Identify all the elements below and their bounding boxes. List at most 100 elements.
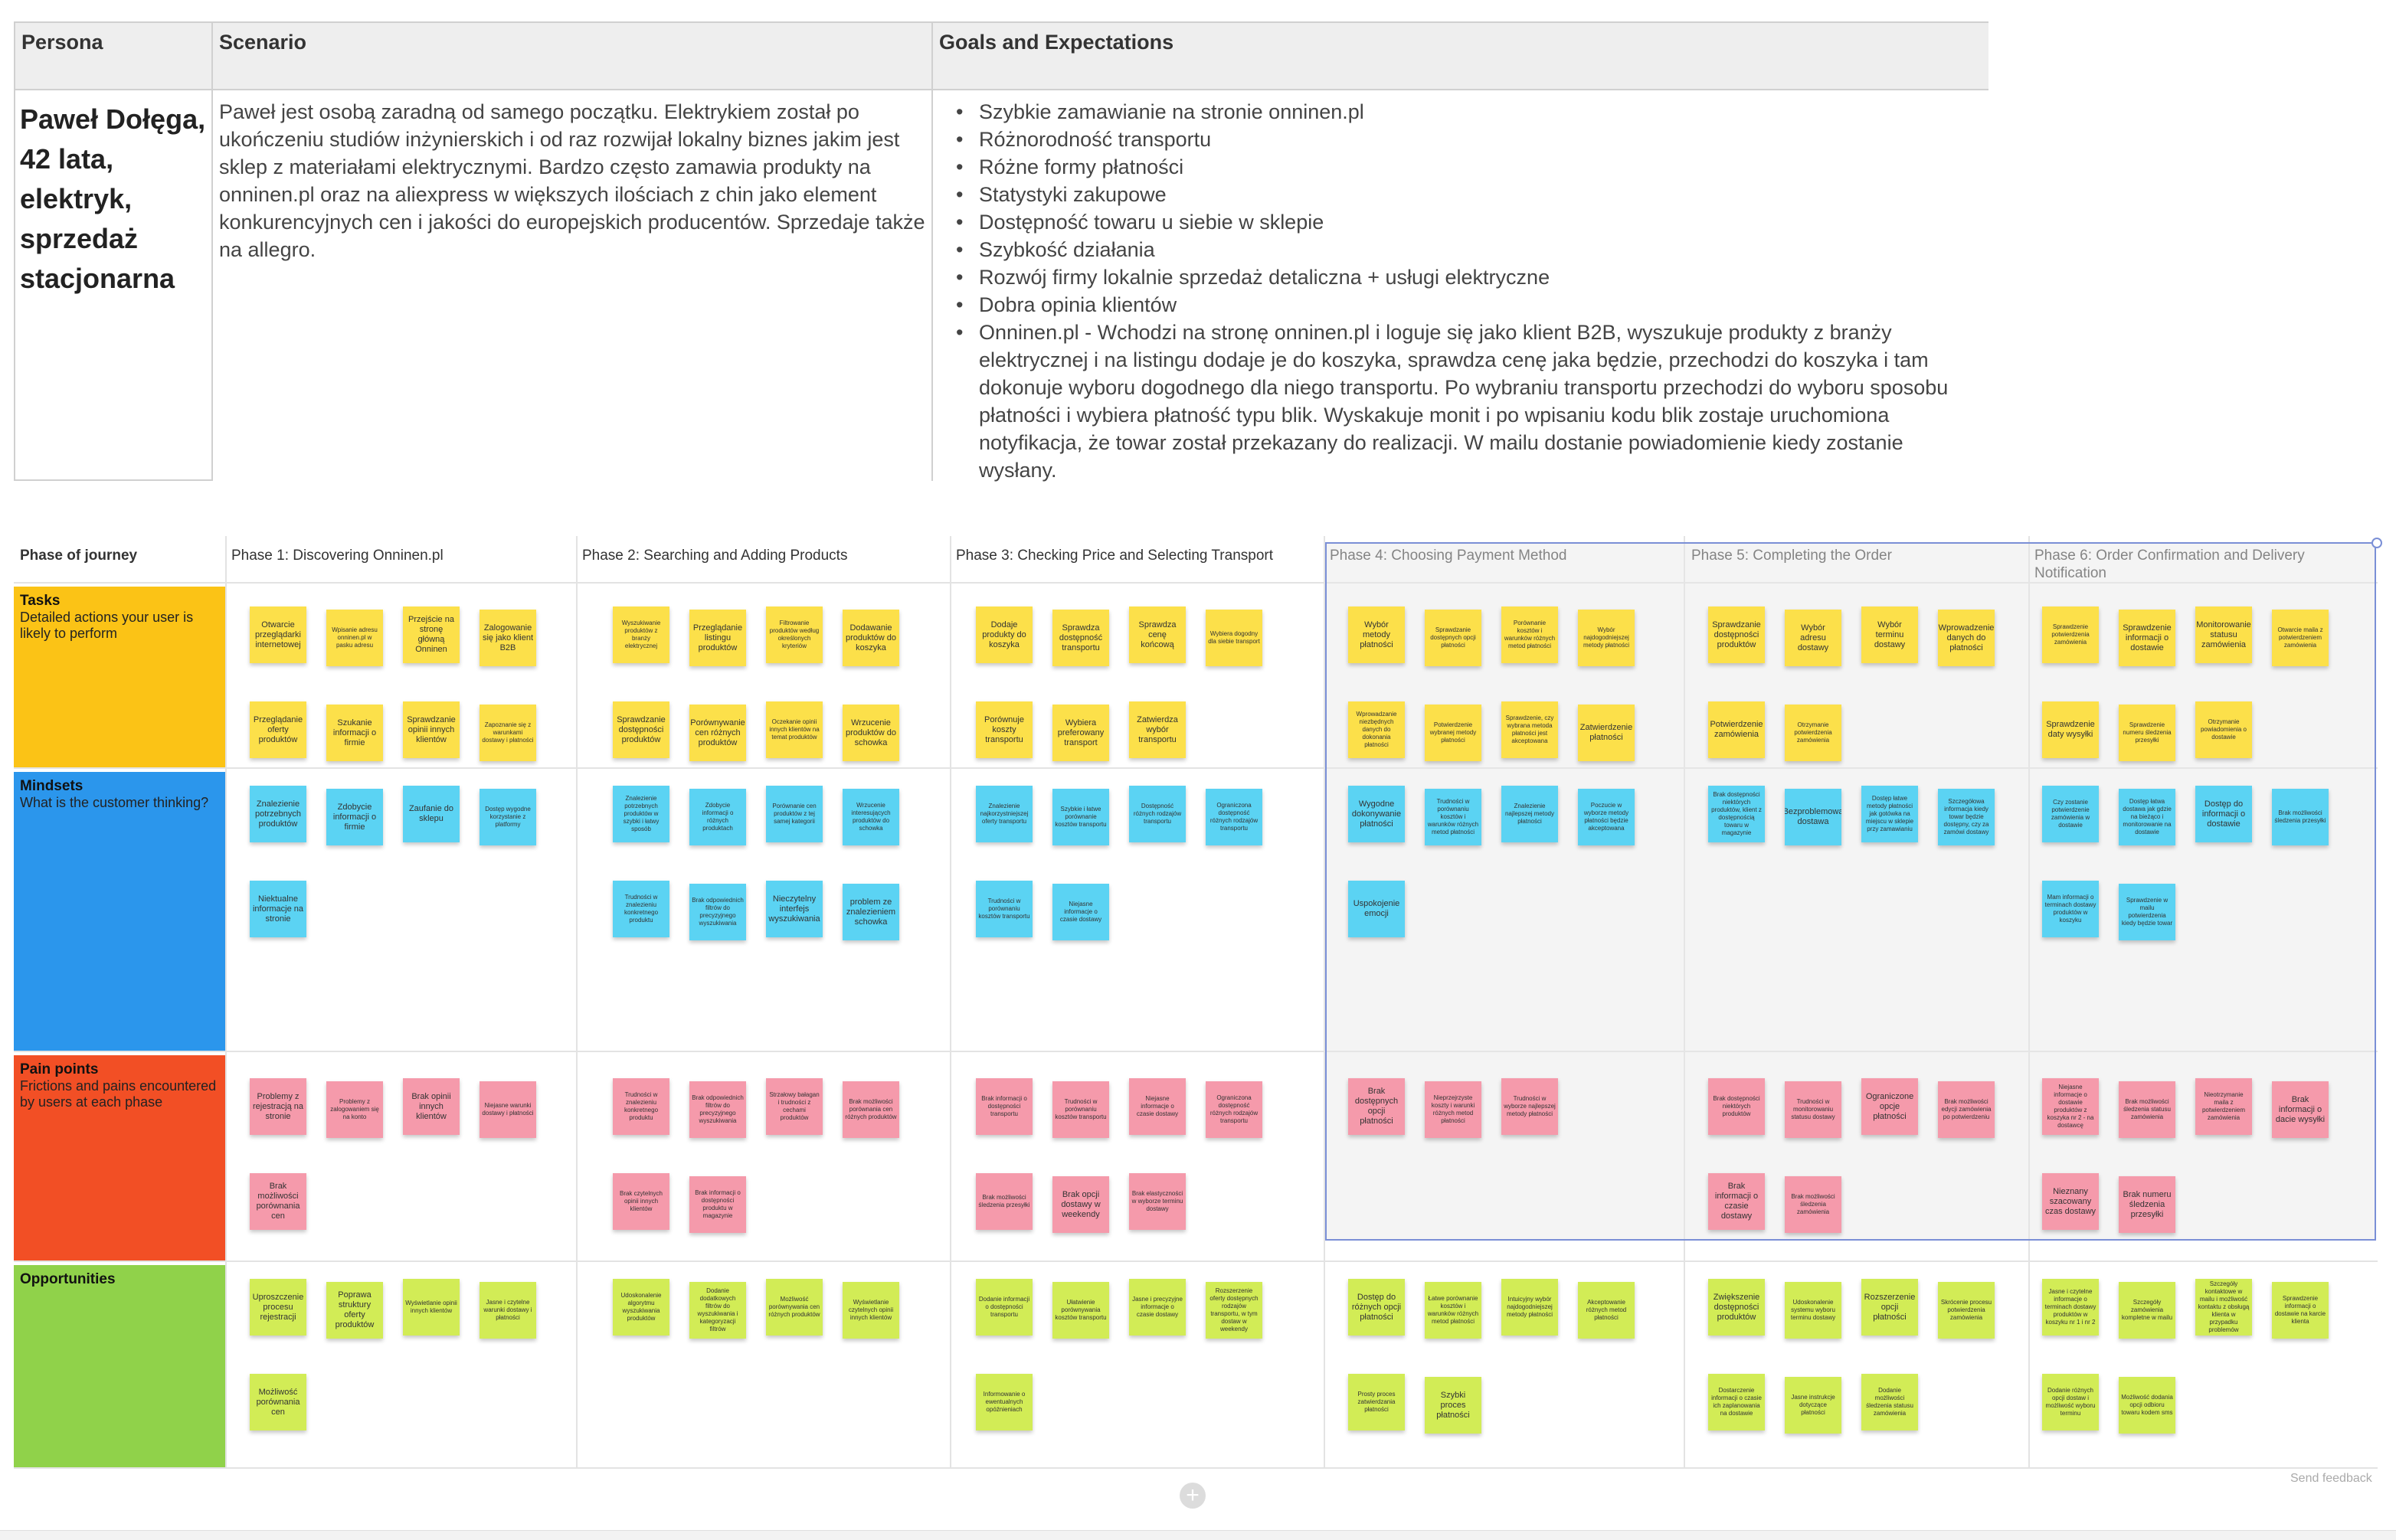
sticky-note[interactable]: Dodawanie produktów do koszyka [843, 610, 899, 666]
sticky-note[interactable]: Wybiera dogodny dla siebie transport [1206, 610, 1262, 666]
sticky-note[interactable]: Brak dostępnych opcji płatności [1348, 1078, 1405, 1135]
sticky-note[interactable]: Niejasne informacje o dostawie produktów… [2042, 1078, 2099, 1135]
goals-cell[interactable]: Szybkie zamawianie na stronie onninen.pl… [933, 90, 1988, 482]
sticky-note[interactable]: Zalogowanie się jako klient B2B [480, 610, 536, 666]
sticky-note[interactable]: Jasne i czytelne informacje o terminach … [2042, 1279, 2099, 1336]
sticky-note[interactable]: Porównuje koszty transportu [976, 701, 1033, 758]
sticky-note[interactable]: Jasne instrukcje dotyczące płatności [1785, 1377, 1841, 1434]
sticky-note[interactable]: Poczucie w wyborze metody płatności będz… [1578, 789, 1635, 845]
sticky-note[interactable]: Zatwierdza wybór transportu [1129, 701, 1186, 758]
sticky-note[interactable]: Filtrowanie produktów według określonych… [766, 607, 823, 663]
phase-title-6[interactable]: Phase 6: Order Confirmation and Delivery… [2034, 548, 2305, 581]
sticky-note[interactable]: Zatwierdzenie płatności [1578, 705, 1635, 761]
sticky-note[interactable]: Zaufanie do sklepu [403, 786, 460, 842]
sticky-note[interactable]: Brak elastyczności w wyborze terminu dos… [1129, 1173, 1186, 1230]
sticky-note[interactable]: Trudności w porównaniu kosztów transport… [976, 881, 1033, 937]
sticky-note[interactable]: Problemy z rejestracją na stronie [250, 1078, 306, 1135]
sticky-note[interactable]: Brak możliwości porównania cen [250, 1173, 306, 1230]
sticky-note[interactable]: Zdobycie informacji o różnych produktach [689, 789, 746, 845]
sticky-note[interactable]: Wprowadzenie danych do płatności [1938, 610, 1995, 666]
sticky-note[interactable]: Sprawdzanie dostępnych opcji płatności [1425, 610, 1481, 666]
sticky-note[interactable]: Uspokojenie emocji [1348, 881, 1405, 937]
sticky-note[interactable]: Brak informacji o czasie dostawy [1708, 1173, 1765, 1230]
sticky-note[interactable]: Sprawdzenie informacji o dostawie [2119, 610, 2175, 666]
sticky-note[interactable]: Potwierdzenie wybranej metody płatności [1425, 705, 1481, 761]
sticky-note[interactable]: Dodanie dodatkowych filtrów do wyszukiwa… [689, 1282, 746, 1339]
sticky-note[interactable]: Brak informacji o dostępności transportu [976, 1078, 1033, 1135]
sticky-note[interactable]: Szczegóły kontaktowe w mailu i możliwość… [2195, 1279, 2252, 1336]
sticky-note[interactable]: Nieotrzymanie maila z potwierdzeniem zam… [2195, 1078, 2252, 1135]
sticky-note[interactable]: Sprawdzenie potwierdzenia zamówienia [2042, 607, 2099, 663]
sticky-note[interactable]: Porównywanie cen różnych produktów [689, 705, 746, 761]
sticky-note[interactable]: Szybkie i łatwe porównanie kosztów trans… [1052, 789, 1109, 845]
sticky-note[interactable]: Trudności w porównaniu kosztów i warunkó… [1425, 789, 1481, 845]
sticky-note[interactable]: Dodanie możliwości śledzenia statusu zam… [1861, 1374, 1918, 1430]
sticky-note[interactable]: Akceptowanie różnych metod płatności [1578, 1282, 1635, 1339]
sticky-note[interactable]: Rozszerzenie opcji płatności [1861, 1279, 1918, 1336]
sticky-note[interactable]: Wybór najdogodniejszej metody płatności [1578, 610, 1635, 666]
sticky-note[interactable]: Sprawdzenie numeru śledzenia przesyłki [2119, 705, 2175, 761]
sticky-note[interactable]: Oczekanie opinii innych klientów na tema… [766, 701, 823, 758]
sticky-note[interactable]: Sprawdzenie informacji o dostawie na kar… [2272, 1282, 2329, 1339]
sticky-note[interactable]: Dostęp łatwe metody płatności jak gotówk… [1861, 786, 1918, 842]
sticky-note[interactable]: Możliwość porównywania cen różnych produ… [766, 1279, 823, 1336]
sticky-note[interactable]: Brak odpowiednich filtrów do precyzyjneg… [689, 884, 746, 940]
persona-name[interactable]: Paweł Dołęga, 42 lata, elektryk, sprzeda… [15, 90, 213, 481]
sticky-note[interactable]: Brak numeru śledzenia przesyłki [2119, 1176, 2175, 1233]
sticky-note[interactable]: Brak dostępności niektórych produktów [1708, 1078, 1765, 1135]
scenario-text[interactable]: Paweł jest osobą zaradną od samego począ… [213, 90, 933, 481]
sticky-note[interactable]: Poprawa struktury oferty produktów [326, 1282, 383, 1339]
sticky-note[interactable]: Informowanie o ewentualnych opóźnieniach [976, 1374, 1033, 1430]
sticky-note[interactable]: Trudności w znalezieniu konkretnego prod… [613, 881, 669, 937]
sticky-note[interactable]: Łatwe porównanie kosztów i warunków różn… [1425, 1282, 1481, 1339]
sticky-note[interactable]: Porównanie cen produktów z tej samej kat… [766, 786, 823, 842]
sticky-note[interactable]: Jasne i czytelne warunki dostawy i płatn… [480, 1282, 536, 1339]
sticky-note[interactable]: Ograniczona dostępność różnych rodzajów … [1206, 789, 1262, 845]
sticky-note[interactable]: Ograniczona dostępność różnych rodzajów … [1206, 1081, 1262, 1138]
sticky-note[interactable]: Strzałowy bałagan i trudności z cechami … [766, 1078, 823, 1135]
sticky-note[interactable]: Jasne i precyzyjne informacje o czasie d… [1129, 1279, 1186, 1336]
sticky-note[interactable]: Otwarcie przeglądarki internetowej [250, 607, 306, 663]
sticky-note[interactable]: Brak opinii innych klientów [403, 1078, 460, 1135]
sticky-note[interactable]: Przeglądanie oferty produktów [250, 701, 306, 758]
sticky-note[interactable]: Dostęp łatwa dostawa jak gdzie na bieżąc… [2119, 789, 2175, 845]
sticky-note[interactable]: Nieprzejrzyste koszty i warunki różnych … [1425, 1081, 1481, 1138]
sticky-note[interactable]: Ograniczone opcje płatności [1861, 1078, 1918, 1135]
sticky-note[interactable]: Przejście na stronę główną Onninen [403, 607, 460, 663]
sticky-note[interactable]: Dodaje produkty do koszyka [976, 607, 1033, 663]
sticky-note[interactable]: Mam informacji o terminach dostawy produ… [2042, 881, 2099, 937]
sticky-note[interactable]: Trudności w porównaniu kosztów transport… [1052, 1081, 1109, 1138]
sticky-note[interactable]: Nieczytelny interfejs wyszukiwania [766, 881, 823, 937]
phase-title-1[interactable]: Phase 1: Discovering Onninen.pl [231, 548, 444, 564]
sticky-note[interactable]: Brak opcji dostawy w weekendy [1052, 1176, 1109, 1233]
sticky-note[interactable]: Znalezienie najlepszej metody płatności [1501, 786, 1558, 842]
sticky-note[interactable]: Brak informacji o dostępności produktu w… [689, 1176, 746, 1233]
sticky-note[interactable]: Uproszczenie procesu rejestracji [250, 1279, 306, 1336]
sticky-note[interactable]: Trudności w znalezieniu konkretnego prod… [613, 1078, 669, 1135]
sticky-note[interactable]: Wprowadzanie niezbędnych danych do dokon… [1348, 701, 1405, 758]
sticky-note[interactable]: Brak odpowiednich filtrów do precyzyjneg… [689, 1081, 746, 1138]
sticky-note[interactable]: Brak informacji o dacie wysyłki [2272, 1081, 2329, 1138]
sticky-note[interactable]: Bezproblemowa dostawa [1785, 789, 1841, 845]
sticky-note[interactable]: Trudności w wyborze najlepszej metody pł… [1501, 1078, 1558, 1135]
sticky-note[interactable]: Możliwość porównania cen [250, 1374, 306, 1430]
add-row-button[interactable]: + [1180, 1483, 1206, 1509]
row-label-opportunities[interactable]: Opportunities [14, 1265, 225, 1467]
row-label-mindsets[interactable]: Mindsets What is the customer thinking? [14, 772, 225, 1051]
sticky-note[interactable]: Sprawdzanie dostępności produktów [613, 701, 669, 758]
sticky-note[interactable]: Trudności w monitorowaniu statusu dostaw… [1785, 1081, 1841, 1138]
sticky-note[interactable]: Przeglądanie listingu produktów [689, 610, 746, 666]
sticky-note[interactable]: Wyszukiwanie produktów z branży elektryc… [613, 607, 669, 663]
sticky-note[interactable]: Udoskonalenie algorytmu wyszukiwania pro… [613, 1279, 669, 1336]
sticky-note[interactable]: Dostęp do różnych opcji płatności [1348, 1279, 1405, 1336]
sticky-note[interactable]: Dostarczenie informacji o czasie ich zap… [1708, 1374, 1765, 1430]
sticky-note[interactable]: Sprawdza cenę końcową [1129, 607, 1186, 663]
sticky-note[interactable]: Sprawdzanie dostępności produktów [1708, 607, 1765, 663]
sticky-note[interactable]: Wygodne dokonywanie płatności [1348, 786, 1405, 842]
sticky-note[interactable]: Zapoznanie się z warunkami dostawy i pła… [480, 705, 536, 761]
sticky-note[interactable]: Sprawdzenie, czy wybrana metoda płatnośc… [1501, 701, 1558, 758]
sticky-note[interactable]: Sprawdzenie w mailu potwierdzenia kiedy … [2119, 884, 2175, 940]
send-feedback-link[interactable]: Send feedback [2290, 1472, 2372, 1485]
sticky-note[interactable]: Wybiera preferowany transport [1052, 705, 1109, 761]
sticky-note[interactable]: Niektualne informacje na stronie [250, 881, 306, 937]
